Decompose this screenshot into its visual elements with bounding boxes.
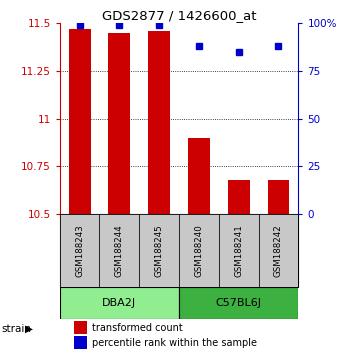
- Text: GSM188243: GSM188243: [75, 224, 84, 277]
- Text: ▶: ▶: [25, 324, 33, 334]
- Text: GSM188244: GSM188244: [115, 224, 124, 277]
- Bar: [69, 29, 90, 214]
- Text: GSM188245: GSM188245: [154, 224, 164, 277]
- Title: GDS2877 / 1426600_at: GDS2877 / 1426600_at: [102, 9, 256, 22]
- Text: transformed count: transformed count: [92, 322, 183, 332]
- Bar: [188, 138, 210, 214]
- Bar: [258, 214, 298, 287]
- Bar: [268, 179, 290, 214]
- Text: C57BL6J: C57BL6J: [216, 298, 262, 308]
- Text: DBA2J: DBA2J: [102, 298, 136, 308]
- Bar: [139, 214, 179, 287]
- Bar: [219, 214, 258, 287]
- Bar: [179, 287, 298, 319]
- Bar: [228, 179, 250, 214]
- Bar: [74, 336, 87, 349]
- Text: GSM188242: GSM188242: [274, 224, 283, 277]
- Bar: [179, 214, 219, 287]
- Text: strain: strain: [2, 324, 32, 333]
- Bar: [74, 321, 87, 334]
- Bar: [148, 31, 170, 214]
- Bar: [100, 214, 139, 287]
- Bar: [108, 33, 130, 214]
- Text: percentile rank within the sample: percentile rank within the sample: [92, 338, 257, 348]
- Text: GSM188240: GSM188240: [194, 224, 204, 277]
- Bar: [60, 214, 100, 287]
- Bar: [60, 287, 179, 319]
- Text: GSM188241: GSM188241: [234, 224, 243, 277]
